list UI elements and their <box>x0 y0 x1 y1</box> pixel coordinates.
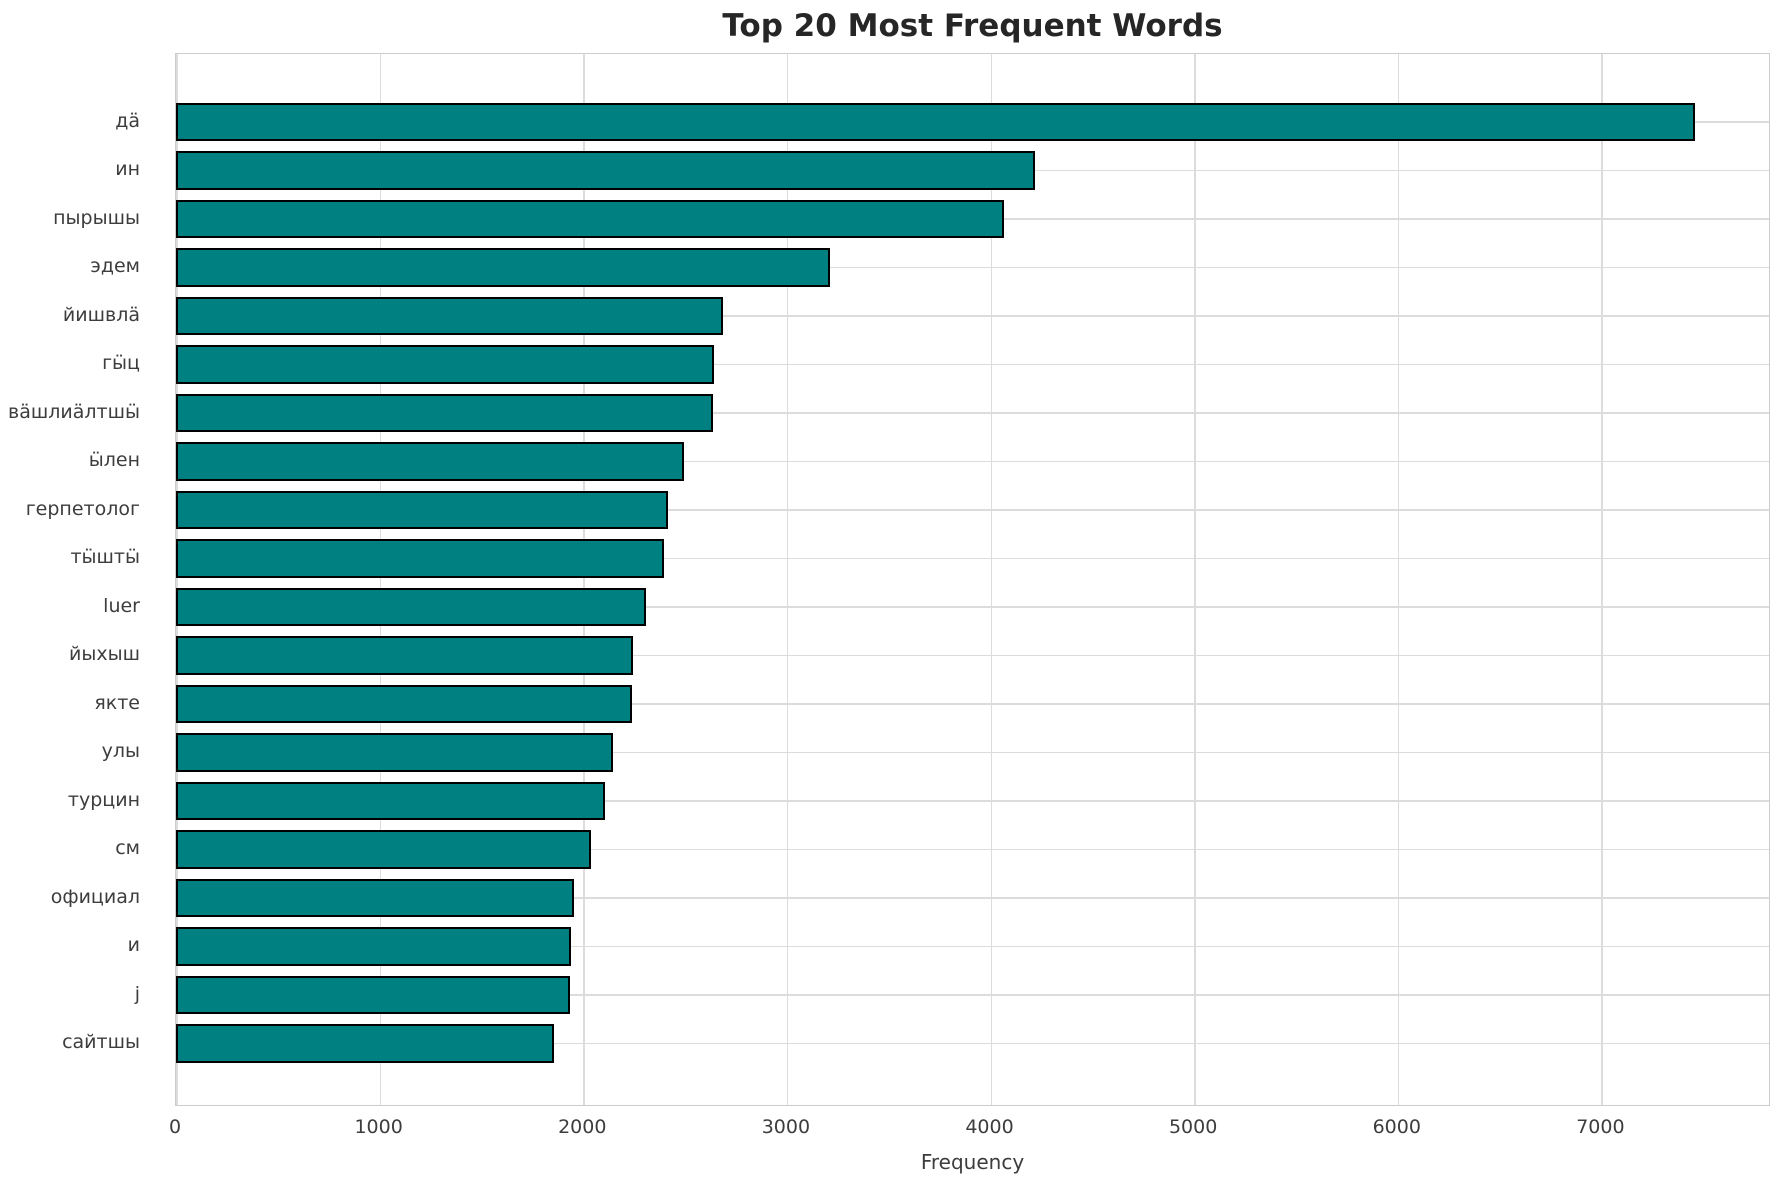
chart-title: Top 20 Most Frequent Words <box>722 8 1223 44</box>
gridline-horizontal <box>176 945 1769 948</box>
gridline-horizontal <box>176 460 1769 463</box>
x-tick-label: 1000 <box>354 1116 403 1138</box>
gridline-horizontal <box>176 509 1769 511</box>
gridline-horizontal <box>176 848 1769 851</box>
gridline-horizontal <box>176 703 1769 705</box>
gridline-vertical <box>1397 54 1400 1105</box>
bar <box>176 878 575 918</box>
gridline-horizontal <box>176 266 1769 269</box>
gridline-horizontal <box>176 606 1769 608</box>
gridline-horizontal <box>176 897 1769 899</box>
y-tick-label: luer <box>103 594 140 617</box>
gridline-horizontal <box>176 1042 1769 1045</box>
bar <box>176 927 572 966</box>
bar <box>176 151 1036 190</box>
gridline-horizontal <box>176 315 1769 317</box>
bar <box>176 781 605 821</box>
bar <box>176 975 571 1015</box>
y-tick-label: гӹц <box>102 352 140 374</box>
bar <box>176 636 634 675</box>
y-tick-label: см <box>115 837 140 859</box>
bar <box>176 102 1696 142</box>
y-tick-label: улы <box>101 740 140 762</box>
bar <box>176 587 647 627</box>
bar <box>176 248 830 287</box>
y-tick-label: официал <box>50 885 140 908</box>
gridline-vertical <box>176 54 178 1105</box>
x-tick-label: 6000 <box>1372 1116 1421 1138</box>
x-axis-label: Frequency <box>920 1150 1025 1174</box>
bar <box>176 490 668 530</box>
gridline-vertical <box>1601 54 1603 1105</box>
bar <box>176 296 723 336</box>
x-tick-label: 2000 <box>558 1116 607 1138</box>
gridline-vertical <box>990 54 992 1105</box>
bar <box>176 345 714 384</box>
y-tick-label: тӹштӹ <box>70 546 140 568</box>
gridline-horizontal <box>176 751 1769 754</box>
bar <box>176 1024 554 1063</box>
bar <box>176 442 685 481</box>
gridline-horizontal <box>176 800 1769 802</box>
x-tick-label: 4000 <box>965 1116 1014 1138</box>
y-tick-label: сайтшы <box>62 1031 140 1053</box>
y-tick-label: и <box>127 934 140 956</box>
y-tick-label: йыхыш <box>69 643 140 665</box>
y-tick-label: ин <box>115 158 140 180</box>
gridline-horizontal <box>176 363 1769 366</box>
y-tick-label: вӓшлиӓлтшӹ <box>8 400 140 423</box>
x-tick-label: 0 <box>168 1116 182 1138</box>
gridline-vertical <box>1194 54 1196 1105</box>
bar <box>176 733 613 772</box>
y-tick-label: йишвлӓ <box>62 303 140 326</box>
bar <box>176 393 713 433</box>
gridline-horizontal <box>176 654 1769 657</box>
y-tick-label: дӓ <box>115 109 140 132</box>
y-tick-label: ӹлен <box>88 449 140 471</box>
plot-area <box>175 53 1770 1106</box>
x-tick-label: 5000 <box>1168 1116 1218 1138</box>
y-tick-label: эдем <box>90 255 140 277</box>
x-tick-label: 7000 <box>1576 1116 1625 1138</box>
gridline-horizontal <box>176 412 1769 414</box>
bar <box>176 684 633 724</box>
y-tick-label: пырышы <box>53 206 140 229</box>
bar <box>176 830 592 869</box>
bar <box>176 199 1004 239</box>
gridline-vertical <box>583 54 585 1105</box>
y-tick-label: турцин <box>67 788 140 811</box>
bar <box>176 539 664 578</box>
y-tick-label: j <box>134 982 140 1005</box>
y-tick-label: якте <box>94 691 140 714</box>
x-tick-label: 3000 <box>761 1116 811 1138</box>
y-tick-label: герпетолог <box>25 497 140 520</box>
gridline-vertical <box>379 54 382 1105</box>
gridline-horizontal <box>176 557 1769 560</box>
gridline-vertical <box>786 54 789 1105</box>
gridline-horizontal <box>176 994 1769 996</box>
